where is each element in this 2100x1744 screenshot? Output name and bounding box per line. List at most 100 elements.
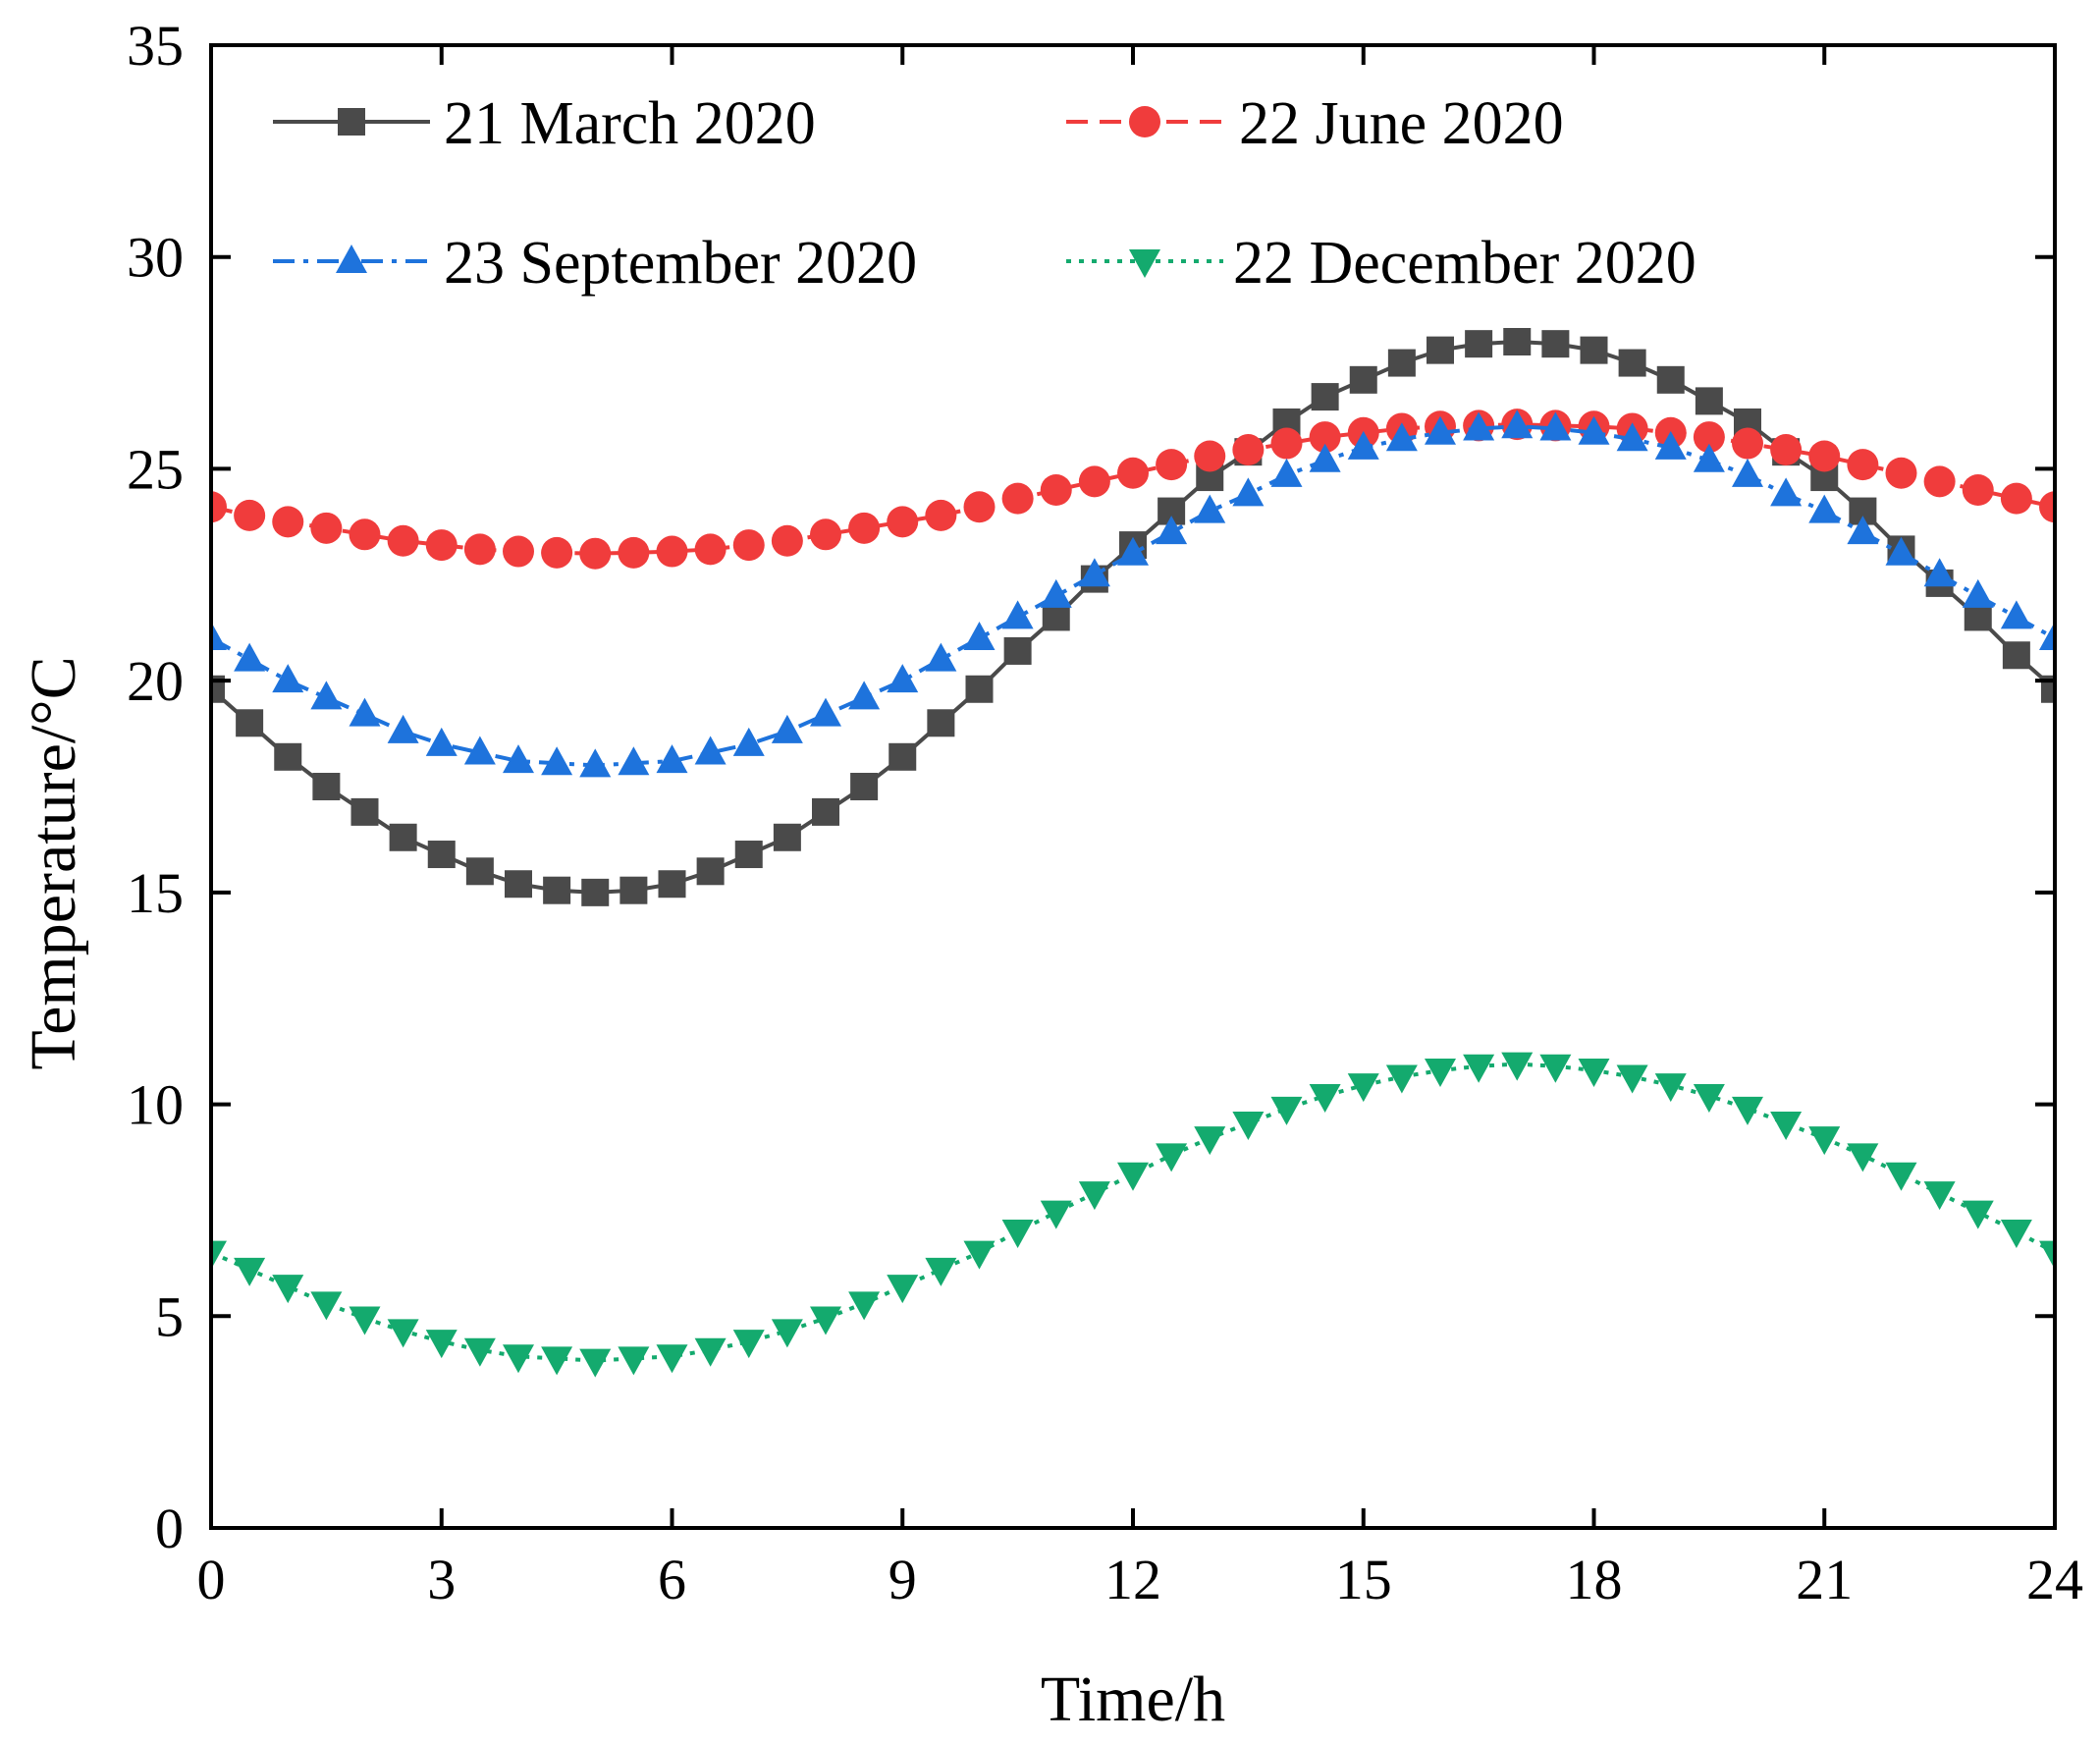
series-2: [211, 409, 2055, 778]
data-point: [1427, 336, 1454, 364]
data-point: [771, 714, 803, 743]
x-axis-title: Time/h: [1041, 1663, 1225, 1735]
data-point: [1923, 465, 1956, 498]
data-point: [619, 876, 648, 904]
data-point: [1194, 494, 1226, 523]
data-point: [1309, 1083, 1341, 1113]
data-point: [1808, 1126, 1841, 1156]
data-point: [349, 1306, 381, 1335]
data-point: [463, 736, 496, 765]
data-point: [1732, 427, 1763, 460]
data-point: [1541, 330, 1570, 358]
data-point: [1616, 422, 1648, 452]
data-point: [1578, 1059, 1610, 1088]
legend-label: 23 September 2020: [444, 230, 917, 297]
legend-label: 22 December 2020: [1233, 230, 1696, 297]
data-point: [1270, 458, 1303, 487]
y-tick-label: 0: [155, 1497, 184, 1560]
data-point: [1232, 434, 1265, 466]
data-point: [1808, 494, 1841, 523]
data-point: [618, 1346, 650, 1376]
data-point: [1040, 474, 1072, 506]
data-point: [732, 1330, 765, 1359]
data-point: [541, 536, 573, 569]
data-point: [505, 870, 532, 899]
data-point: [656, 744, 688, 774]
data-point: [1962, 474, 1994, 506]
data-point: [810, 697, 841, 727]
data-point: [310, 681, 343, 710]
data-point: [1770, 1111, 1803, 1140]
data-point: [349, 518, 381, 551]
data-point: [350, 797, 379, 826]
data-point: [1156, 449, 1188, 481]
legend-marker: [338, 108, 365, 136]
data-point: [1117, 536, 1149, 566]
data-point: [1194, 440, 1226, 472]
data-point: [234, 1257, 266, 1286]
data-point: [579, 1348, 612, 1378]
data-point: [1964, 603, 1992, 631]
data-point: [963, 1240, 996, 1270]
data-point: [732, 529, 765, 562]
data-point: [274, 742, 302, 771]
data-point: [425, 529, 458, 562]
data-point: [887, 664, 919, 693]
legend-marker: [1129, 106, 1160, 137]
y-tick-label: 25: [127, 437, 184, 501]
data-point: [1539, 411, 1572, 441]
x-tick-label: 0: [197, 1548, 226, 1611]
data-point: [465, 857, 494, 886]
data-point: [696, 857, 725, 886]
data-point: [1885, 1162, 1917, 1191]
data-point: [310, 512, 343, 544]
legend: 21 March 2020 22 June 2020 23 September 20…: [273, 90, 1696, 297]
data-point: [425, 1330, 458, 1359]
x-tick-label: 24: [2026, 1548, 2083, 1611]
data-point: [211, 1240, 227, 1270]
data-point: [1501, 1052, 1534, 1081]
data-point: [579, 748, 612, 778]
y-tick-label: 30: [127, 226, 184, 290]
legend-entry: 23 September 2020: [273, 230, 917, 297]
data-point: [349, 697, 381, 727]
data-point: [1808, 440, 1841, 472]
data-point: [1385, 1064, 1418, 1094]
data-point: [925, 642, 957, 672]
data-point: [732, 727, 765, 756]
data-point: [463, 1337, 496, 1367]
data-point: [2039, 491, 2055, 523]
data-point: [771, 524, 803, 557]
data-point: [2000, 600, 2032, 629]
data-point: [848, 681, 881, 710]
data-point: [1923, 1181, 1956, 1211]
data-point: [387, 1319, 419, 1348]
data-point: [1270, 427, 1303, 460]
data-point: [389, 823, 417, 851]
data-point: [425, 727, 458, 756]
data-point: [2039, 1240, 2055, 1270]
data-point: [1923, 558, 1956, 587]
x-tick-label: 15: [1335, 1548, 1392, 1611]
data-point: [1732, 1096, 1763, 1125]
data-point: [1117, 457, 1149, 489]
y-tick-label: 20: [127, 649, 184, 713]
data-point: [694, 533, 727, 566]
data-point: [1042, 603, 1070, 631]
data-point: [1309, 421, 1341, 454]
y-tick-label: 15: [127, 861, 184, 925]
data-point: [236, 709, 264, 737]
data-point: [1425, 415, 1456, 445]
data-point: [1770, 434, 1803, 466]
data-point: [1001, 482, 1034, 515]
data-point: [1503, 328, 1532, 355]
data-point: [1001, 1220, 1034, 1248]
data-point: [1618, 349, 1646, 377]
data-point: [2000, 482, 2032, 515]
data-point: [965, 675, 994, 703]
data-point: [1385, 422, 1418, 452]
data-point: [310, 1291, 343, 1321]
data-point: [888, 742, 917, 771]
data-point: [1654, 1073, 1687, 1103]
data-point: [541, 1346, 573, 1376]
